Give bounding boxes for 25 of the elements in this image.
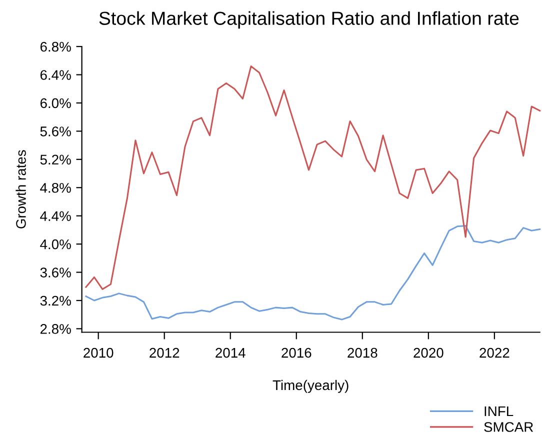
x-tick-label: 2018: [348, 348, 378, 358]
x-tick-label: 2020: [414, 348, 444, 358]
y-tick-label: 6.0%: [40, 98, 71, 108]
x-tick-label: 2010: [84, 348, 114, 358]
chart-title: Stock Market Capitalisation Ratio and Inflation rate: [99, 11, 519, 29]
legend-label: SMCAR: [484, 422, 534, 432]
x-tick-label: 2012: [150, 348, 180, 358]
y-tick-label: 6.8%: [40, 42, 71, 52]
y-tick-label: 3.2%: [40, 296, 71, 306]
x-tick-label: 2022: [480, 348, 510, 358]
x-tick-label: 2016: [282, 348, 312, 358]
y-tick-label: 4.0%: [40, 239, 71, 250]
line-series: [85, 224, 541, 320]
line-series: [85, 66, 541, 290]
y-tick-label: 5.6%: [40, 126, 71, 136]
y-tick-label: 3.6%: [40, 268, 71, 278]
y-tick-label: 5.2%: [40, 154, 71, 165]
y-tick-label: 4.4%: [40, 211, 71, 221]
y-tick-label: 2.8%: [40, 324, 71, 334]
x-tick-label: 2014: [216, 348, 246, 358]
y-tick-label: 4.8%: [40, 182, 71, 193]
legend-label: INFL: [484, 406, 514, 416]
x-axis-title: Time(yearly): [272, 380, 348, 393]
y-tick-label: 6.4%: [40, 70, 71, 80]
y-axis-title: Growth rates: [16, 150, 26, 228]
